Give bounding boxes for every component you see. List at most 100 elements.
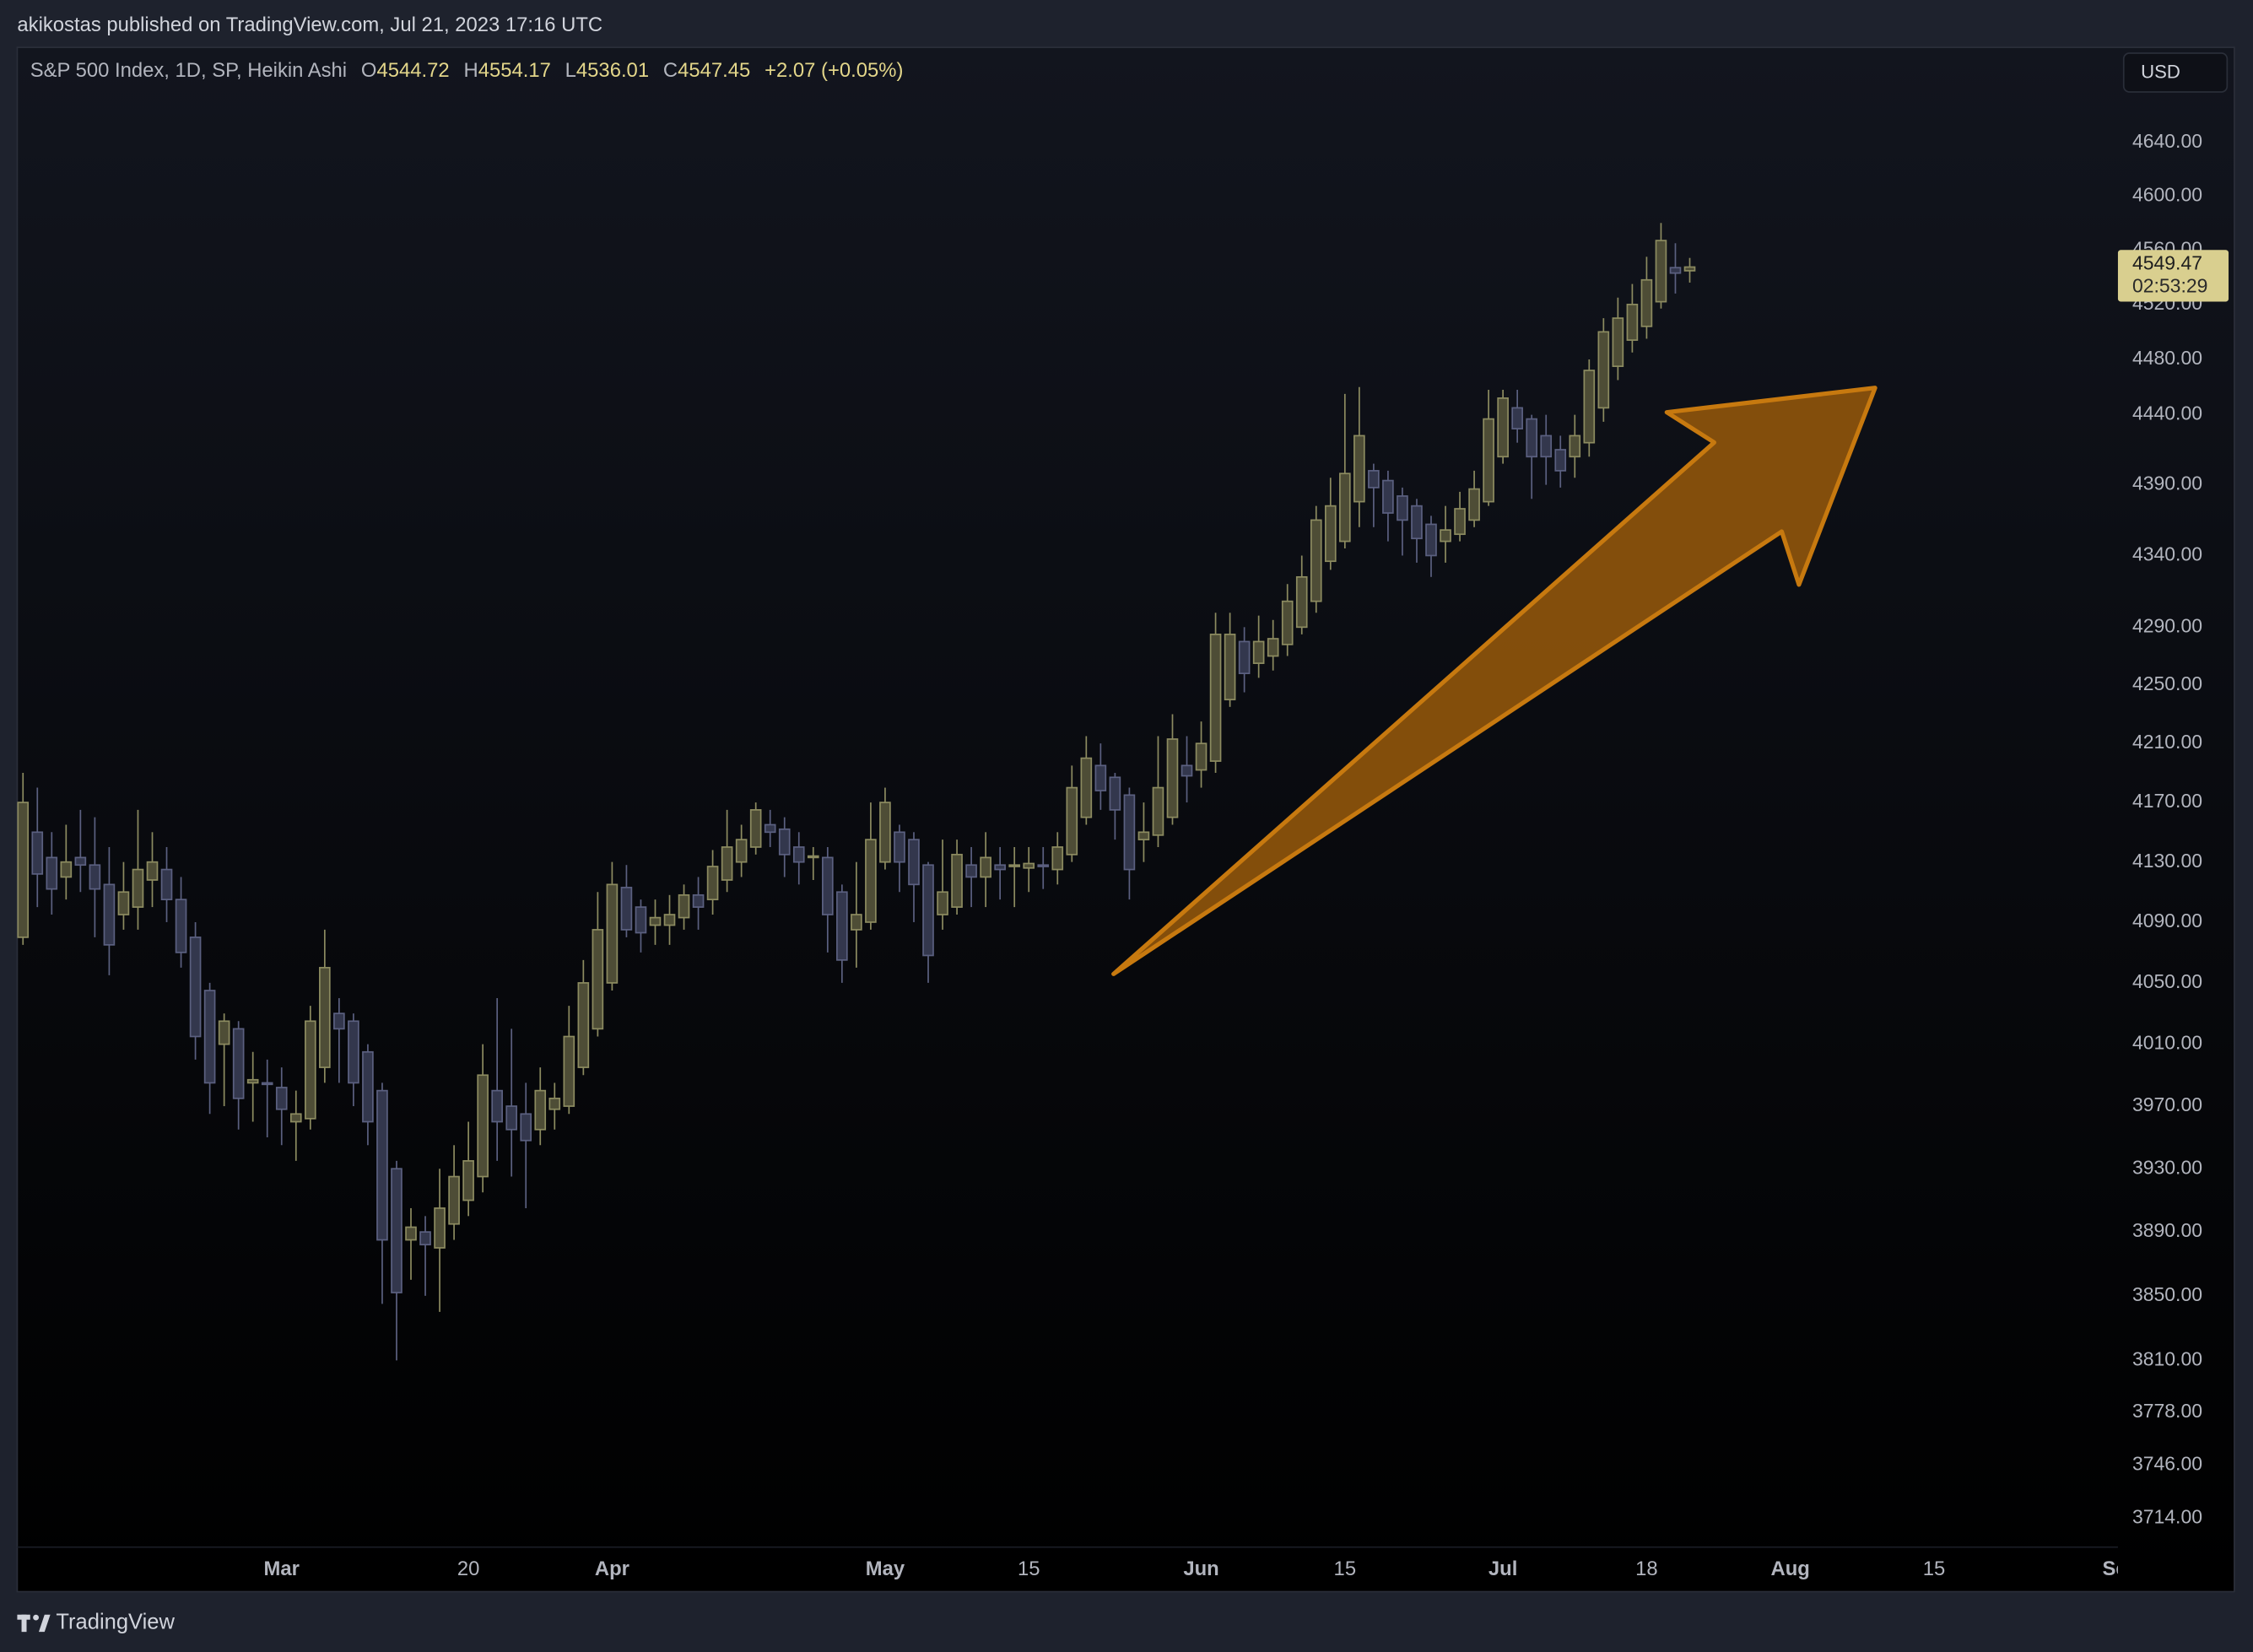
candle-body <box>1454 508 1466 536</box>
y-tick-label: 3970.00 <box>2132 1093 2202 1115</box>
candle-body <box>117 891 130 915</box>
candle-body <box>663 914 676 926</box>
candle-body <box>1640 278 1653 327</box>
y-tick-label: 4050.00 <box>2132 970 2202 992</box>
candle-body <box>635 906 647 934</box>
candle-body <box>17 802 30 938</box>
y-tick-label: 4390.00 <box>2132 472 2202 494</box>
candle-body <box>520 1113 532 1142</box>
y-tick-label: 4170.00 <box>2132 790 2202 812</box>
candle-body <box>1066 786 1078 856</box>
candle-body <box>764 823 776 834</box>
candle-body <box>175 899 187 953</box>
candle-body <box>1295 575 1308 629</box>
candle-body <box>218 1020 230 1045</box>
candle-body <box>563 1035 575 1107</box>
x-tick-label: Jun <box>1183 1558 1218 1580</box>
candle-body <box>1051 846 1064 871</box>
x-tick-label: Apr <box>595 1558 629 1580</box>
candle-body <box>1008 864 1020 867</box>
candle-body <box>1037 864 1050 867</box>
candle-body <box>1425 523 1437 557</box>
countdown-label: 02:53:29 <box>2132 275 2207 297</box>
x-tick-label: May <box>866 1558 905 1580</box>
trend-arrow <box>1111 386 1878 976</box>
y-tick-label: 4210.00 <box>2132 731 2202 753</box>
candle-body <box>894 831 905 863</box>
candle-body <box>937 891 948 915</box>
candle-body <box>1224 634 1236 701</box>
candle-body <box>980 856 991 878</box>
candle-body <box>865 839 877 923</box>
candle-body <box>1382 479 1394 514</box>
candle-body <box>548 1097 561 1110</box>
candle-body <box>577 982 590 1068</box>
candle-body <box>391 1168 403 1293</box>
candle-body <box>1597 331 1610 409</box>
candle-body <box>1569 435 1581 458</box>
candle-body <box>1468 488 1480 521</box>
candle-body <box>1152 786 1164 836</box>
candle-body <box>1669 267 1682 274</box>
candle-body <box>1109 776 1121 811</box>
candle-body <box>246 1078 259 1084</box>
candle-body <box>275 1087 288 1110</box>
candle-body <box>1166 738 1179 818</box>
candle-body <box>1310 519 1322 602</box>
candle-body <box>1655 240 1667 303</box>
candle-body <box>505 1105 518 1131</box>
candle-body <box>792 846 805 863</box>
y-tick-label: 4640.00 <box>2132 130 2202 152</box>
legend-open: 4544.72 <box>376 59 449 82</box>
candle-body <box>1540 435 1553 458</box>
legend-close: 4547.45 <box>678 59 750 82</box>
candle-body <box>1080 757 1093 818</box>
candle-body <box>1511 407 1523 429</box>
candle-body <box>692 893 705 908</box>
candle-body <box>1683 266 1696 272</box>
x-tick-label: Sep <box>2102 1558 2139 1580</box>
x-tick-label: Mar <box>264 1558 300 1580</box>
legend: S&P 500 Index, 1D, SP, Heikin Ashi O4544… <box>30 59 904 82</box>
y-tick-label: 3890.00 <box>2132 1219 2202 1241</box>
x-tick-label: 15 <box>1018 1558 1040 1580</box>
currency-button[interactable] <box>2122 52 2229 93</box>
candle-body <box>908 839 920 886</box>
x-tick-label: 15 <box>1923 1558 1946 1580</box>
brand-logo <box>17 1614 51 1633</box>
candle-body <box>1497 397 1509 458</box>
candle-body <box>649 916 662 926</box>
y-tick-label: 4480.00 <box>2132 347 2202 369</box>
candle-body <box>1411 505 1423 540</box>
y-tick-label: 4130.00 <box>2132 850 2202 872</box>
candle-body <box>89 864 101 890</box>
candle-body <box>879 802 891 863</box>
candle-body <box>1583 370 1596 444</box>
candle-body <box>606 883 619 984</box>
candle-body <box>434 1207 446 1249</box>
candle-body <box>477 1074 489 1178</box>
candle-body <box>103 883 116 946</box>
y-tick-label: 4600.00 <box>2132 183 2202 205</box>
legend-change: +2.07 (+0.05%) <box>765 59 903 82</box>
candle-body <box>1612 317 1624 367</box>
candle-body <box>376 1089 388 1241</box>
candle-body <box>778 828 791 856</box>
candle-body <box>620 887 633 931</box>
symbol-title: S&P 500 Index, 1D, SP, Heikin Ashi <box>30 59 347 82</box>
y-tick-label: 3810.00 <box>2132 1347 2202 1369</box>
y-tick-label: 4090.00 <box>2132 910 2202 931</box>
candle-body <box>362 1050 374 1123</box>
candle-body <box>951 853 963 908</box>
candle-body <box>1324 505 1337 563</box>
candle-body <box>807 855 819 859</box>
candle-body <box>721 846 733 881</box>
candle-body <box>822 856 834 915</box>
last-price-tag <box>2117 250 2229 302</box>
currency-label[interactable]: USD <box>2141 62 2180 83</box>
y-tick-label: 3714.00 <box>2132 1505 2202 1527</box>
y-tick-label: 4340.00 <box>2132 543 2202 565</box>
candle-body <box>1368 470 1380 489</box>
x-tick-label: Aug <box>1771 1558 1810 1580</box>
